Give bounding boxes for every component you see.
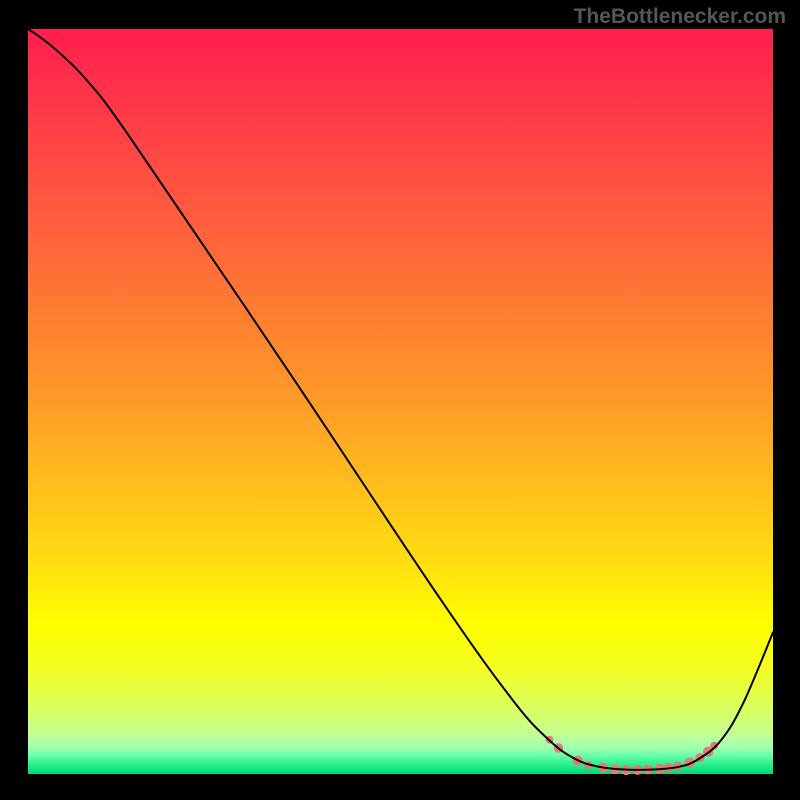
watermark-text: TheBottlenecker.com	[574, 6, 786, 27]
chart-container: TheBottlenecker.com	[0, 0, 800, 800]
bottleneck-chart	[0, 0, 800, 800]
plot-background	[28, 29, 773, 774]
